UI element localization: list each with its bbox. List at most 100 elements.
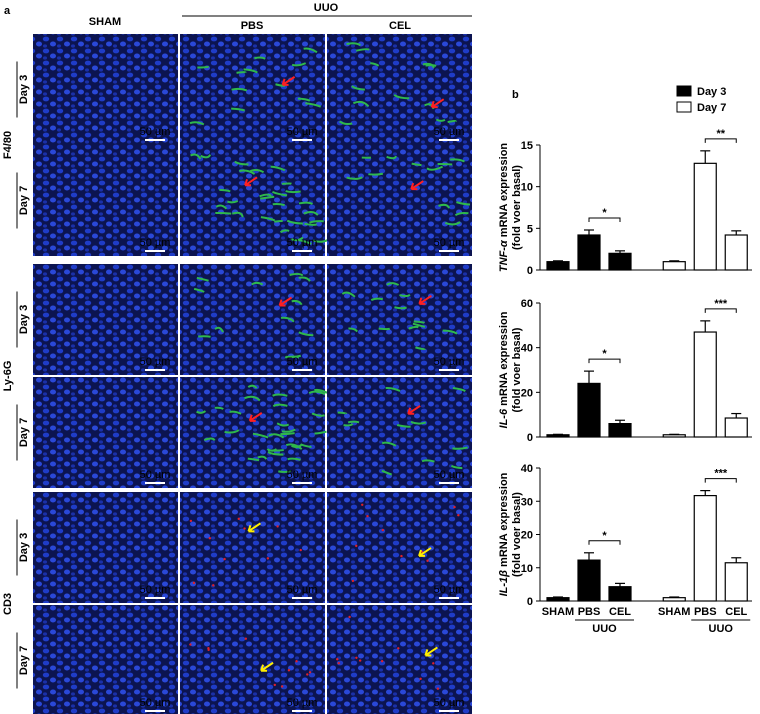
stain — [421, 459, 435, 463]
stain — [343, 423, 354, 427]
stain — [272, 403, 288, 407]
stain — [351, 579, 355, 583]
stain — [378, 327, 391, 331]
stain — [276, 525, 279, 528]
significance-bracket — [704, 308, 737, 313]
group-label: UUO — [592, 623, 617, 635]
stain — [381, 441, 397, 447]
stain — [274, 219, 283, 223]
stain — [231, 107, 245, 112]
stain — [370, 62, 380, 67]
scale-bar-label: 50 µm — [287, 584, 318, 596]
stain — [456, 201, 471, 206]
scale-bar-label: 50 µm — [287, 356, 318, 368]
y-axis-label-gene: TNF-α — [498, 239, 510, 272]
arrow — [410, 180, 424, 191]
stain — [278, 469, 292, 473]
y-tick-label: 30 — [521, 496, 533, 508]
scale-bar-label: 50 µm — [434, 697, 465, 709]
stain — [361, 503, 364, 506]
stain — [311, 412, 326, 417]
stain — [244, 637, 248, 640]
stain — [260, 195, 275, 200]
stain — [215, 204, 228, 210]
stain — [259, 193, 272, 198]
y-tick-label: 10 — [521, 182, 533, 194]
stain — [426, 165, 444, 171]
stain — [298, 331, 314, 337]
arrow — [281, 76, 296, 86]
y-axis-label-text: mRNA expression — [498, 472, 510, 570]
stain — [453, 505, 456, 509]
bar — [577, 382, 601, 438]
bar — [662, 597, 686, 602]
stain — [308, 671, 312, 674]
micrograph — [327, 605, 472, 714]
bar — [608, 586, 632, 602]
bar — [724, 417, 748, 438]
stain — [227, 200, 239, 204]
stain — [231, 211, 244, 218]
stain — [348, 327, 359, 333]
stain — [247, 384, 258, 389]
arrow — [424, 646, 438, 657]
stain — [197, 65, 209, 69]
stain — [303, 211, 319, 216]
scale-bar-label: 50 µm — [140, 356, 171, 368]
micrograph — [33, 492, 178, 603]
stain — [276, 422, 290, 427]
legend-swatch — [676, 85, 692, 97]
y-tick-label: 60 — [521, 298, 533, 310]
scale-bar-label: 50 µm — [287, 237, 318, 249]
stain — [237, 517, 240, 521]
y-tick-label: 10 — [521, 563, 533, 575]
bar — [724, 562, 748, 602]
significance-label: * — [602, 207, 607, 219]
stain — [381, 469, 392, 476]
stain — [397, 647, 400, 650]
stain — [229, 410, 242, 415]
stain — [280, 432, 295, 436]
stain — [297, 97, 311, 102]
significance-bracket — [704, 478, 737, 483]
scale-bar-label: 50 µm — [140, 469, 171, 481]
column-label: SHAM — [89, 16, 121, 28]
stain — [243, 68, 258, 74]
stain — [370, 297, 383, 302]
legend-label: Day 3 — [697, 86, 726, 98]
x-tick-label: PBS — [578, 606, 601, 618]
micrograph — [33, 264, 178, 375]
arrow — [248, 412, 263, 422]
bar — [693, 162, 717, 271]
micrograph — [180, 377, 325, 488]
stain — [281, 428, 296, 433]
arrow — [430, 98, 445, 109]
micrograph — [33, 605, 178, 714]
x-tick-label: CEL — [725, 606, 747, 618]
stain — [286, 219, 303, 225]
stain — [192, 581, 196, 585]
stain — [289, 272, 304, 277]
stain — [437, 163, 453, 166]
stain — [299, 548, 302, 552]
y-tick-label: 20 — [521, 530, 533, 542]
stain — [400, 554, 403, 558]
stain — [412, 322, 426, 328]
stain — [196, 410, 207, 414]
significance-label: *** — [714, 298, 728, 310]
stain — [272, 393, 288, 397]
arrow — [407, 404, 421, 415]
bar — [724, 234, 748, 271]
stain — [196, 276, 209, 282]
stain — [366, 515, 369, 518]
stain — [291, 62, 307, 67]
day-label: Day 7 — [18, 646, 30, 675]
stain — [450, 464, 463, 470]
arrow — [418, 547, 432, 557]
stain — [239, 169, 256, 175]
scale-bar-label: 50 µm — [287, 126, 318, 138]
micrograph — [33, 377, 178, 488]
panel-label: b — [512, 89, 519, 101]
stain — [308, 390, 326, 396]
stain — [280, 316, 295, 323]
